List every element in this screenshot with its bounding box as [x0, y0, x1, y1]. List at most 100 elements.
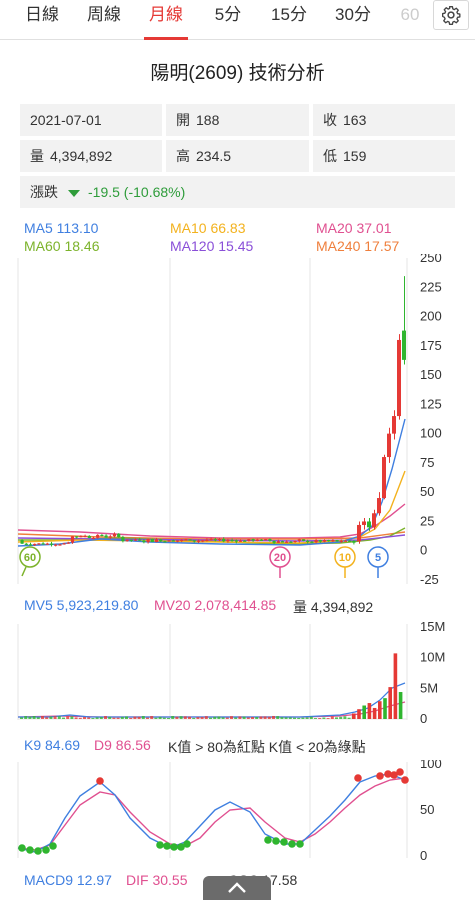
- candle: [112, 533, 117, 537]
- candle: [75, 536, 79, 538]
- volume-bar: [362, 705, 366, 719]
- volume-bar: [217, 716, 221, 719]
- candle: [100, 534, 104, 537]
- candle: [251, 539, 255, 541]
- volume-bar: [78, 717, 82, 719]
- candle: [163, 541, 167, 543]
- volume-bar: [352, 713, 356, 719]
- candle: [310, 541, 314, 543]
- candle: [357, 524, 361, 542]
- candle: [91, 537, 96, 540]
- volume-bar: [87, 717, 91, 719]
- summary-high: 高 234.5: [166, 140, 309, 172]
- kd-green-dot: [42, 846, 50, 854]
- price-y-tick: 50: [420, 484, 434, 499]
- volume-bar: [188, 716, 191, 719]
- volume-bar: [32, 716, 36, 719]
- volume-bar: [53, 716, 57, 719]
- volume-chart[interactable]: 15M 10M 5M 0: [0, 620, 475, 730]
- volume-bar: [305, 717, 309, 719]
- scroll-to-top-button[interactable]: [203, 876, 271, 900]
- volume-bar: [74, 717, 78, 719]
- volume-bar: [272, 715, 275, 719]
- candle: [117, 533, 121, 538]
- volume-bar: [343, 716, 347, 719]
- tab-30min[interactable]: 30分: [335, 5, 371, 24]
- candle: [402, 330, 406, 360]
- volume-bar: [330, 716, 334, 719]
- volume-bar: [45, 717, 49, 719]
- summary-volume: 量 4,394,892: [20, 140, 162, 172]
- candle: [192, 540, 196, 542]
- kd-y-tick: 0: [420, 848, 427, 863]
- volume-bar: [167, 718, 170, 719]
- candle: [247, 539, 251, 541]
- tab-60min[interactable]: 60: [400, 5, 420, 24]
- volume-bar: [246, 717, 250, 719]
- legend-ma120: MA120 15.45: [170, 238, 254, 254]
- candle: [293, 540, 297, 543]
- volume-bar: [209, 717, 212, 719]
- price-y-tick: 0: [420, 543, 427, 558]
- volume-bar: [183, 716, 187, 719]
- candles: [20, 276, 406, 547]
- volume-bar: [129, 717, 133, 719]
- candle: [234, 540, 238, 542]
- kd-green-dot: [163, 842, 171, 850]
- candle: [285, 541, 289, 543]
- candle: [397, 339, 401, 417]
- volume-bar: [158, 716, 162, 719]
- tab-daily[interactable]: 日線: [25, 5, 59, 24]
- volume-bar: [150, 716, 154, 719]
- candle: [226, 540, 230, 542]
- ma10-marker[interactable]: 10: [334, 546, 356, 578]
- kd-green-dot: [183, 840, 191, 848]
- candle: [335, 540, 339, 542]
- ma20-marker[interactable]: 20: [269, 546, 291, 578]
- summary-low: 低 159: [313, 140, 455, 172]
- candle: [205, 539, 209, 542]
- ma5-marker[interactable]: 5: [367, 546, 389, 578]
- tab-monthly[interactable]: 月線: [144, 0, 188, 40]
- gear-icon: [442, 6, 461, 25]
- volume-y-axis: 15M 10M 5M 0: [420, 620, 445, 726]
- candle: [255, 539, 259, 541]
- volume-bar: [326, 718, 330, 719]
- tab-15min[interactable]: 15分: [271, 5, 307, 24]
- volume-bar: [83, 716, 86, 719]
- volume-bar: [280, 717, 284, 719]
- volume-bar: [20, 717, 23, 719]
- kd-green-dot: [272, 837, 280, 845]
- volume-bar: [238, 716, 242, 719]
- volume-bar: [175, 716, 179, 719]
- ma-lines: [17, 418, 406, 547]
- tab-weekly[interactable]: 周線: [87, 5, 121, 24]
- candle: [171, 540, 175, 542]
- volume-bar: [49, 716, 53, 719]
- volume-bar: [357, 709, 361, 719]
- candle: [24, 543, 28, 545]
- volume-bar: [251, 717, 254, 719]
- svg-text:20: 20: [274, 552, 286, 564]
- legend-d: D9 86.56: [94, 737, 151, 753]
- tab-5min[interactable]: 5分: [214, 5, 242, 24]
- candle: [20, 540, 24, 544]
- volume-y-tick: 0: [420, 711, 427, 726]
- kd-chart[interactable]: 100 50 0: [0, 760, 475, 865]
- settings-button[interactable]: [433, 0, 469, 30]
- candle: [343, 540, 348, 542]
- ma60-marker[interactable]: 60: [19, 546, 41, 577]
- volume-bar: [288, 717, 292, 719]
- candle: [348, 540, 352, 542]
- kd-green-dot: [296, 840, 304, 848]
- candle: [280, 541, 285, 543]
- period-tabs: 日線 周線 月線 5分 15分 30分 60: [0, 0, 475, 40]
- legend-dif: DIF 30.55: [126, 872, 188, 888]
- candle: [264, 539, 268, 541]
- volume-bar: [141, 716, 145, 719]
- candle: [70, 536, 75, 543]
- candle: [213, 539, 217, 541]
- candle: [372, 513, 376, 528]
- volume-bar: [225, 717, 229, 719]
